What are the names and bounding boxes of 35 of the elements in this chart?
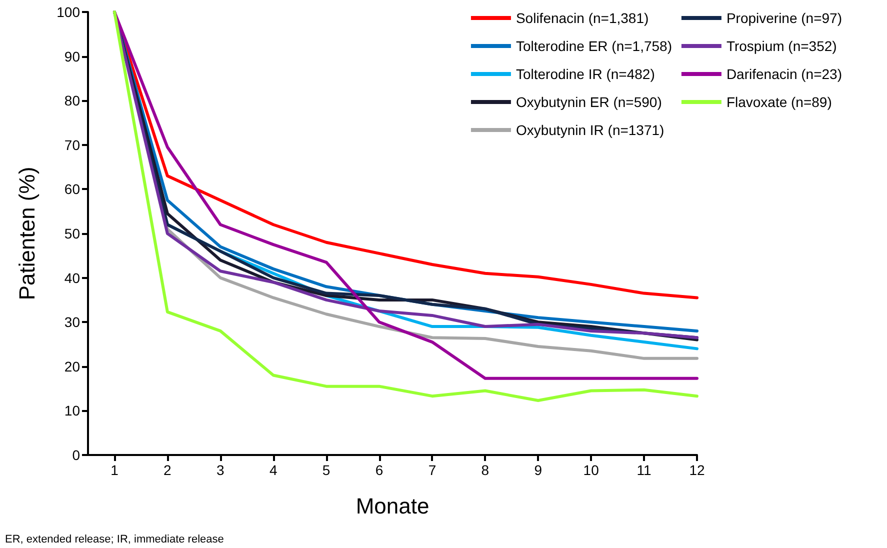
x-tick-label: 5 (322, 462, 330, 478)
y-tick-label: 70 (64, 136, 80, 153)
y-tick-label: 60 (64, 181, 80, 198)
y-tick-label: 40 (64, 270, 80, 286)
legend-label: Tolterodine ER (n=1,758) (516, 38, 672, 54)
y-tick-label: 90 (64, 48, 80, 64)
x-tick-label: 1 (110, 462, 119, 478)
y-tick-label: 10 (64, 402, 80, 419)
x-tick-label: 2 (164, 462, 172, 478)
y-axis-title: Patienten (%) (14, 166, 40, 300)
x-tick-label: 12 (689, 462, 705, 478)
legend-label: Oxybutynin ER (n=590) (516, 94, 662, 110)
x-tick-label: 9 (534, 462, 542, 478)
legend-label: Solifenacin (n=1,381) (516, 10, 649, 26)
y-tick-label: 0 (72, 447, 80, 463)
y-tick-label: 30 (64, 314, 80, 330)
legend-label: Tolterodine IR (n=482) (516, 66, 655, 82)
legend-label: Darifenacin (n=23) (726, 66, 842, 82)
legend-label: Oxybutynin IR (n=1371) (516, 122, 664, 138)
x-tick-label: 7 (428, 462, 436, 478)
x-tick-label: 4 (269, 462, 278, 478)
y-tick-label: 80 (64, 92, 80, 109)
legend-label: Trospium (n=352) (726, 38, 837, 54)
text: ER, extended release; IR, immediate release (5, 534, 224, 546)
x-tick-label: 10 (583, 462, 600, 478)
x-tick-label: 6 (375, 462, 384, 478)
x-tick-label: 8 (481, 462, 490, 478)
y-tick-label: 100 (56, 4, 80, 20)
x-tick-label: 3 (216, 462, 224, 478)
legend-label: Flavoxate (n=89) (726, 94, 832, 110)
x-axis-title: Monate (356, 494, 430, 518)
x-tick-label: 11 (636, 462, 652, 478)
legend-label: Propiverine (n=97) (726, 10, 842, 26)
y-tick-label: 50 (64, 226, 80, 242)
y-tick-label: 20 (64, 358, 80, 374)
